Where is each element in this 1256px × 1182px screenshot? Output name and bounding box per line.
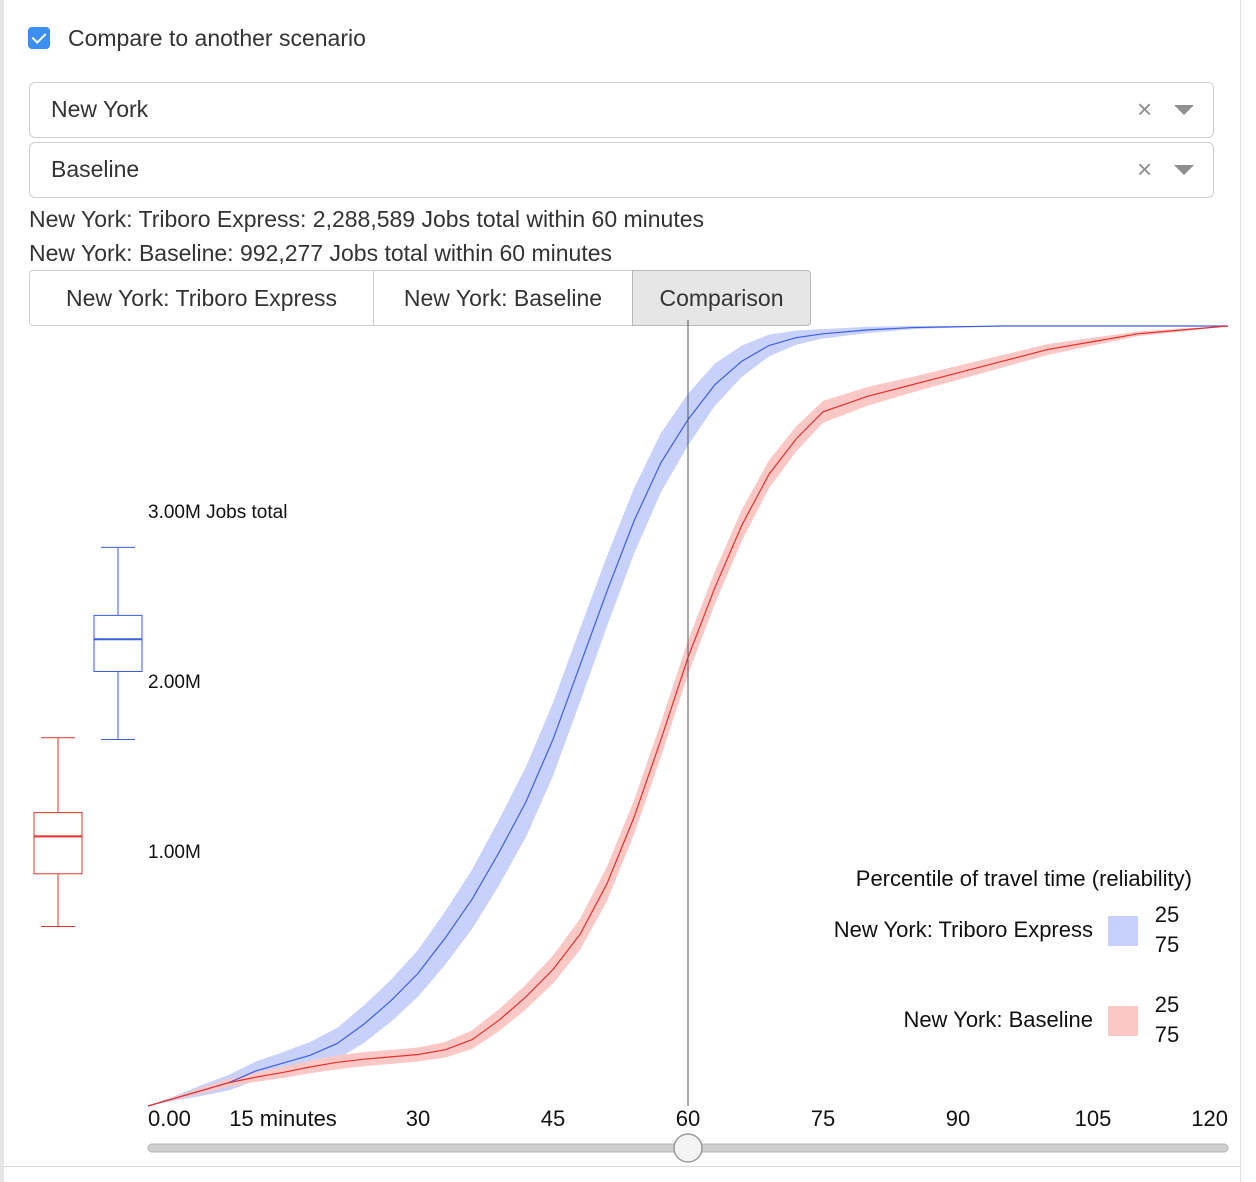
legend-name-triboro: New York: Triboro Express bbox=[834, 917, 1093, 942]
tab-triboro-express[interactable]: New York: Triboro Express bbox=[29, 270, 374, 326]
compare-checkbox[interactable] bbox=[28, 27, 50, 49]
y-tick-label: 1.00M bbox=[148, 842, 201, 863]
line-triboro bbox=[147, 325, 1228, 1107]
x-tick-label: 75 bbox=[811, 1106, 835, 1131]
clear-icon[interactable]: × bbox=[1137, 154, 1153, 184]
panel-bottom-border bbox=[4, 1166, 1240, 1167]
legend-title: Percentile of travel time (reliability) bbox=[856, 866, 1192, 891]
x-tick-label: 30 bbox=[406, 1106, 430, 1131]
legend-swatch-triboro bbox=[1108, 916, 1138, 946]
x-tick-label: 90 bbox=[946, 1106, 970, 1131]
region-select-value: New York bbox=[51, 96, 149, 122]
panel-left-border bbox=[0, 0, 4, 1182]
y-tick-label: 3.00M Jobs total bbox=[148, 502, 287, 523]
legend-p25-baseline: 25 bbox=[1155, 992, 1179, 1017]
region-select[interactable]: New York × bbox=[29, 82, 1214, 138]
time-slider-handle[interactable] bbox=[673, 1133, 703, 1163]
x-tick-label: 105 bbox=[1075, 1106, 1112, 1131]
line-baseline bbox=[147, 325, 1229, 1107]
legend-name-baseline: New York: Baseline bbox=[903, 1007, 1093, 1032]
x-tick-label: 45 bbox=[541, 1106, 565, 1131]
legend-p75-triboro: 75 bbox=[1155, 932, 1179, 957]
box-iqr-baseline bbox=[33, 812, 83, 875]
box-iqr-triboro bbox=[93, 614, 143, 672]
clear-icon[interactable]: × bbox=[1137, 94, 1153, 124]
tab-comparison[interactable]: Comparison bbox=[632, 270, 811, 326]
chevron-down-icon[interactable] bbox=[1174, 165, 1194, 175]
x-tick-label: 120 bbox=[1191, 1106, 1228, 1131]
accessibility-chart: 1.00M 2.00M 3.00M Jobs total 0.00 15 minute… bbox=[33, 320, 1229, 1163]
compare-checkbox-row[interactable]: Compare to another scenario bbox=[28, 24, 366, 52]
chevron-down-icon[interactable] bbox=[1174, 105, 1194, 115]
scenario-select[interactable]: Baseline × bbox=[29, 142, 1214, 198]
summary-baseline: New York: Baseline: 992,277 Jobs total w… bbox=[29, 240, 613, 266]
panel-right-border bbox=[1240, 0, 1241, 1182]
y-tick-label: 2.00M bbox=[148, 672, 201, 693]
x-tick-label: 0.00 bbox=[148, 1106, 191, 1131]
legend-swatch-baseline bbox=[1108, 1006, 1138, 1036]
x-tick-label: 60 bbox=[676, 1106, 700, 1131]
summary-triboro: New York: Triboro Express: 2,288,589 Job… bbox=[29, 206, 705, 232]
view-tabs: New York: Triboro Express New York: Base… bbox=[29, 270, 811, 326]
legend-p25-triboro: 25 bbox=[1155, 902, 1179, 927]
x-tick-label: 15 minutes bbox=[229, 1106, 337, 1131]
legend-p75-baseline: 75 bbox=[1155, 1022, 1179, 1047]
compare-label: Compare to another scenario bbox=[68, 24, 366, 51]
tab-baseline[interactable]: New York: Baseline bbox=[372, 270, 634, 326]
scenario-select-value: Baseline bbox=[51, 156, 140, 182]
